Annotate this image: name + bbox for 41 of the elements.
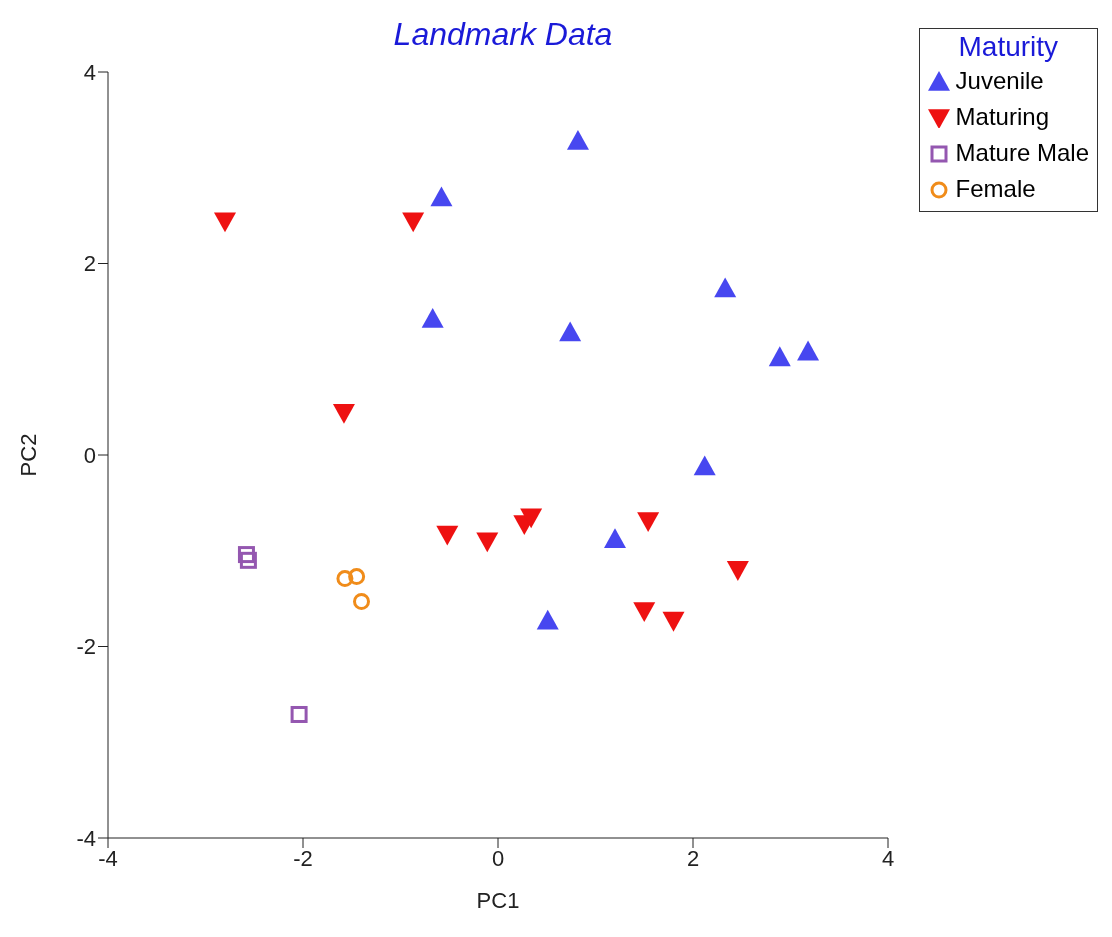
y-tick-label: 4 [83, 59, 96, 85]
point [566, 129, 589, 150]
legend-label: Mature Male [955, 139, 1089, 167]
point [353, 593, 370, 610]
x-tick-label: 0 [491, 845, 505, 871]
point [436, 525, 459, 546]
legend-title: Maturity [957, 31, 1060, 63]
point [336, 570, 354, 588]
point [348, 568, 366, 586]
point [768, 346, 791, 367]
x-tick-label: -2 [293, 845, 313, 871]
point [332, 404, 355, 424]
point [239, 551, 257, 569]
point [714, 277, 737, 298]
point [290, 705, 308, 723]
point [633, 602, 656, 623]
point [797, 340, 820, 361]
y-tick-label: -2 [76, 634, 96, 660]
x-tick-label: 2 [686, 845, 700, 871]
point [237, 546, 255, 564]
x-tick-label: 4 [881, 845, 895, 871]
point [559, 321, 582, 342]
legend-label: Female [955, 175, 1036, 203]
point [430, 186, 453, 207]
y-axis-title: PC2 [15, 433, 41, 477]
point [536, 609, 559, 630]
point [693, 455, 716, 476]
point [637, 512, 660, 533]
legend-label: Maturing [955, 103, 1049, 131]
x-axis-title: PC1 [476, 888, 520, 913]
y-tick-label: 0 [83, 442, 96, 468]
point [520, 508, 543, 529]
point [476, 532, 499, 553]
point [421, 308, 444, 328]
legend-label: Juvenile [955, 67, 1044, 95]
point [726, 561, 749, 581]
y-tick-label: -4 [76, 825, 96, 851]
chart-title: Landmark Data [392, 16, 614, 53]
point [604, 528, 626, 549]
y-tick-label: 2 [83, 251, 96, 277]
point [662, 611, 685, 632]
